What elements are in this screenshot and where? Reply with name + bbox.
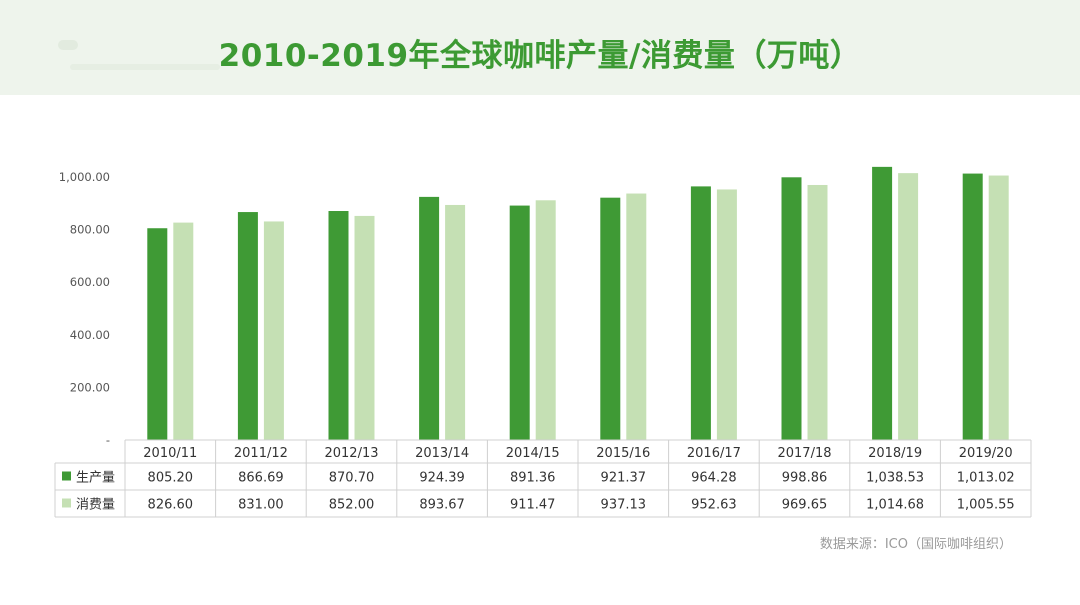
consumption-bar <box>626 193 647 440</box>
data-source: 数据来源：ICO（国际咖啡组织） <box>819 537 1012 552</box>
consumption-bar <box>173 222 194 440</box>
banner-decoration <box>58 40 78 50</box>
data-label: 866.69 <box>238 471 284 486</box>
production-bar <box>328 211 349 440</box>
legend-label: 生产量 <box>76 471 115 486</box>
production-bar <box>872 166 893 440</box>
data-label: 891.36 <box>510 471 556 486</box>
y-tick-label: 1,000.00 <box>59 170 110 184</box>
data-label: 1,005.55 <box>957 498 1015 513</box>
production-bar <box>781 177 802 441</box>
data-label: 805.20 <box>148 471 194 486</box>
title-banner <box>0 0 1080 95</box>
x-tick-label: 2016/17 <box>687 446 741 461</box>
data-label: 952.63 <box>691 498 737 513</box>
data-label: 1,013.02 <box>957 471 1015 486</box>
consumption-bar <box>354 215 375 440</box>
production-bar <box>147 228 168 440</box>
data-label: 921.37 <box>601 471 647 486</box>
consumption-bar <box>716 189 737 440</box>
x-tick-label: 2011/12 <box>234 446 288 461</box>
data-label: 826.60 <box>148 498 194 513</box>
x-tick-label: 2010/11 <box>143 446 197 461</box>
data-label: 893.67 <box>419 498 465 513</box>
production-bar <box>509 205 530 440</box>
production-bar <box>690 186 711 440</box>
y-tick-label: 200.00 <box>70 380 110 394</box>
data-label: 852.00 <box>329 498 375 513</box>
consumption-bar <box>445 204 466 440</box>
data-label: 1,038.53 <box>866 471 924 486</box>
production-bar <box>237 212 258 440</box>
chart-title: 2010-2019年全球咖啡产量/消费量（万吨） <box>218 38 862 74</box>
legend-key-consumption <box>62 498 71 508</box>
legend-key-production <box>62 471 71 481</box>
data-label: 1,014.68 <box>866 498 924 513</box>
x-tick-label: 2018/19 <box>868 446 922 461</box>
legend-label: 消费量 <box>76 498 115 513</box>
y-tick-label: 800.00 <box>70 223 110 237</box>
data-label: 964.28 <box>691 471 737 486</box>
consumption-bar <box>535 200 556 440</box>
data-label: 969.65 <box>782 498 828 513</box>
banner-decoration <box>70 64 220 70</box>
data-label: 937.13 <box>601 498 647 513</box>
data-label: 870.70 <box>329 471 375 486</box>
production-bar <box>600 197 621 440</box>
data-label: 998.86 <box>782 471 828 486</box>
x-tick-label: 2017/18 <box>777 446 831 461</box>
data-label: 831.00 <box>238 498 284 513</box>
y-tick-label: 600.00 <box>70 275 110 289</box>
data-label: 911.47 <box>510 498 556 513</box>
y-tick-label: - <box>106 433 110 447</box>
consumption-bar <box>263 221 284 440</box>
x-tick-label: 2013/14 <box>415 446 469 461</box>
consumption-bar <box>807 184 828 440</box>
consumption-bar <box>988 175 1009 440</box>
consumption-bar <box>898 173 919 440</box>
x-tick-label: 2019/20 <box>959 446 1013 461</box>
production-bar <box>962 173 983 440</box>
y-tick-label: 400.00 <box>70 328 110 342</box>
production-bar <box>419 196 440 440</box>
x-tick-label: 2015/16 <box>596 446 650 461</box>
x-tick-label: 2014/15 <box>506 446 560 461</box>
data-label: 924.39 <box>419 471 465 486</box>
x-tick-label: 2012/13 <box>324 446 378 461</box>
